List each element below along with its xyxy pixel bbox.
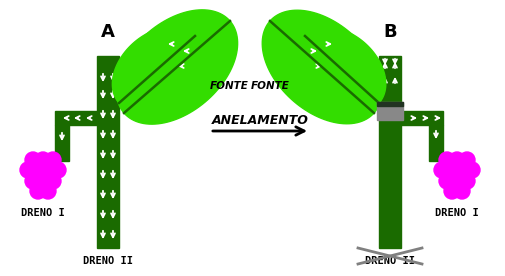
Bar [377, 102, 403, 106]
Circle shape [464, 162, 480, 178]
Circle shape [454, 183, 470, 199]
Text: B: B [383, 23, 397, 41]
Circle shape [434, 162, 450, 178]
Circle shape [30, 183, 46, 199]
Text: FONTE: FONTE [251, 81, 290, 91]
Circle shape [35, 152, 51, 168]
Circle shape [444, 183, 460, 199]
Circle shape [45, 152, 61, 168]
Circle shape [30, 162, 46, 178]
Circle shape [459, 152, 475, 168]
Bar [377, 102, 403, 120]
Bar [55, 125, 69, 161]
Circle shape [35, 173, 51, 189]
Circle shape [40, 162, 56, 178]
Text: A: A [101, 23, 115, 41]
Polygon shape [298, 27, 386, 112]
Circle shape [25, 152, 41, 168]
Circle shape [25, 173, 41, 189]
Bar [429, 125, 443, 161]
Circle shape [45, 173, 61, 189]
Circle shape [50, 162, 66, 178]
Polygon shape [262, 10, 382, 124]
Text: FONTE: FONTE [210, 81, 249, 91]
Circle shape [459, 173, 475, 189]
Bar [379, 120, 401, 248]
Circle shape [444, 162, 460, 178]
Bar [97, 56, 119, 248]
Circle shape [449, 173, 465, 189]
Text: DRENO II: DRENO II [83, 256, 133, 266]
Circle shape [439, 152, 455, 168]
Circle shape [454, 162, 470, 178]
Circle shape [20, 162, 36, 178]
Circle shape [439, 173, 455, 189]
Text: DRENO I: DRENO I [435, 208, 479, 218]
Bar [401, 111, 443, 125]
Circle shape [40, 183, 56, 199]
Polygon shape [116, 10, 238, 124]
Text: ANELAMENTO: ANELAMENTO [212, 114, 309, 127]
Polygon shape [112, 27, 201, 112]
Circle shape [449, 152, 465, 168]
Bar [55, 111, 97, 125]
Bar [379, 56, 401, 102]
Text: DRENO II: DRENO II [365, 256, 415, 266]
Text: DRENO I: DRENO I [21, 208, 65, 218]
